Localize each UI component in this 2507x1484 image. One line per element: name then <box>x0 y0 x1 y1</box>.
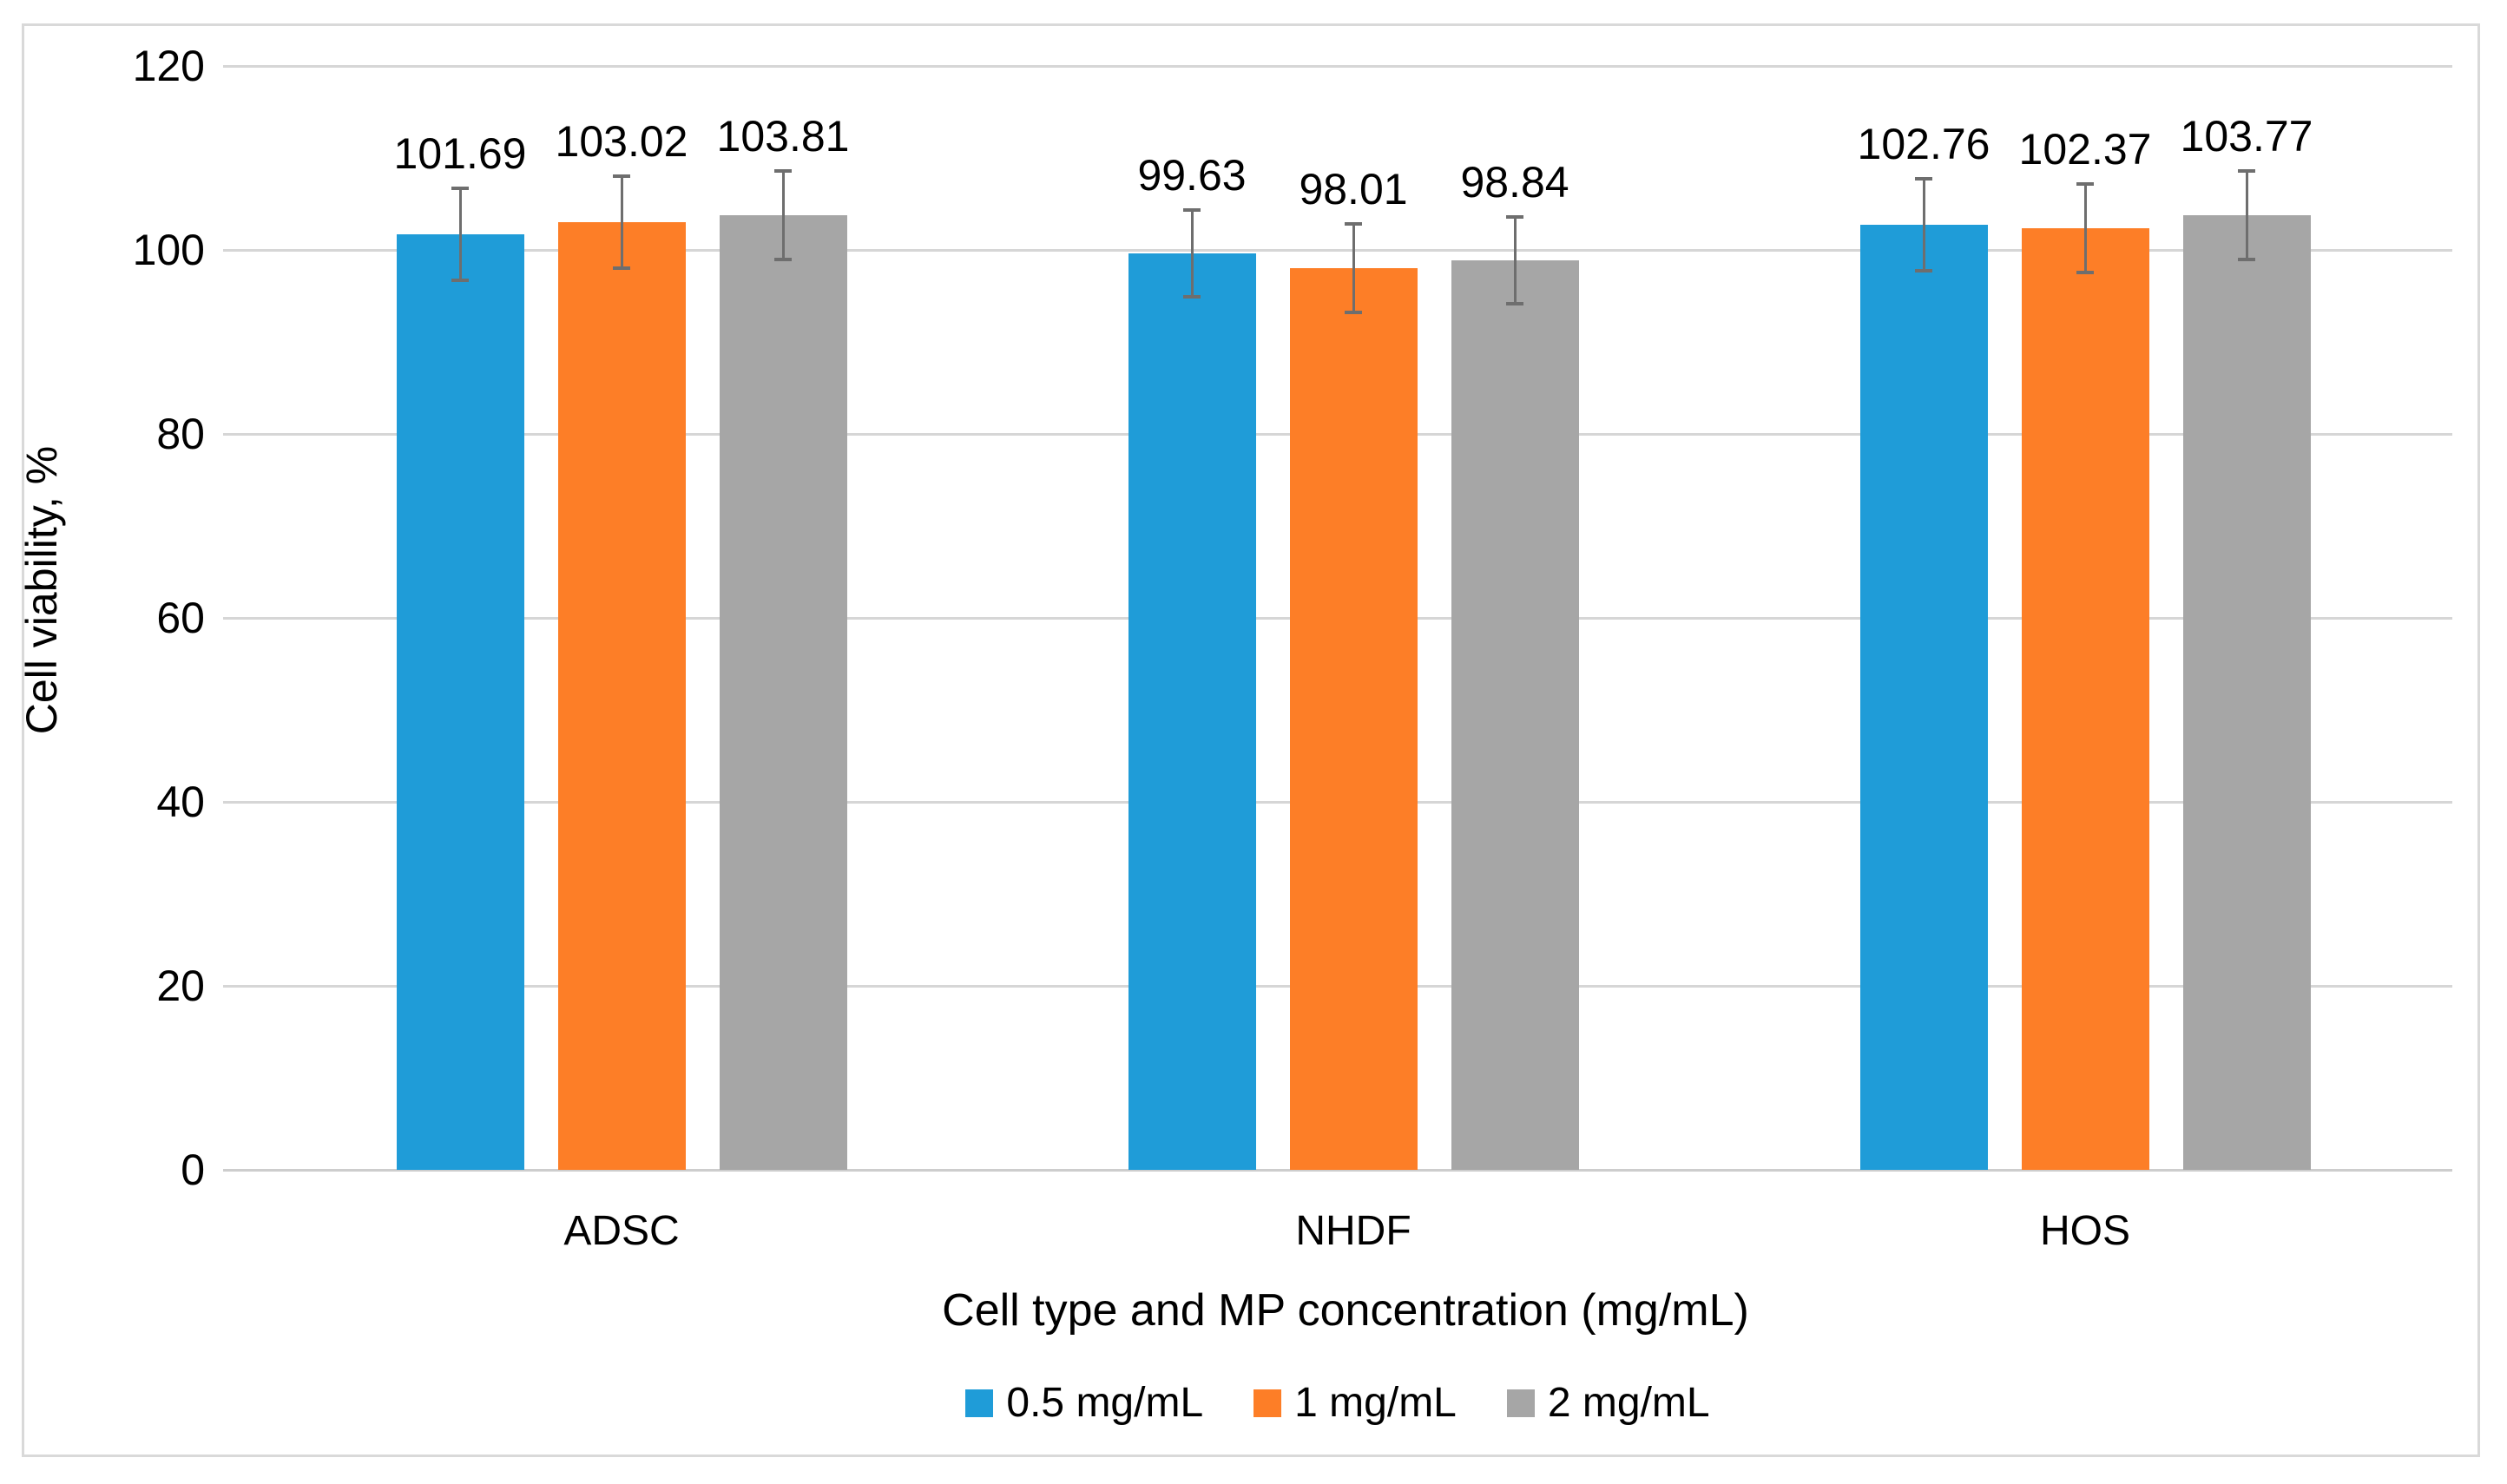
data-label: 98.84 <box>1460 158 1569 207</box>
legend-label: 0.5 mg/mL <box>1006 1380 1204 1426</box>
error-bar-cap <box>1183 207 1201 212</box>
gridline-100 <box>223 248 2452 252</box>
y-tick-label: 20 <box>156 962 205 1010</box>
y-axis-title: Cell viability, % <box>17 445 66 735</box>
x-axis-title: Cell type and MP concentration (mg/mL) <box>942 1285 1749 1336</box>
bar-HOS-2 mg/mL <box>2182 215 2311 1170</box>
legend-item: 0.5 mg/mL <box>965 1382 1203 1425</box>
legend-swatch-icon <box>1254 1389 1282 1417</box>
y-tick-label: 0 <box>181 1146 205 1194</box>
legend: 0.5 mg/mL 1 mg/mL 2 mg/mL <box>223 1382 2452 1425</box>
data-label: 102.76 <box>1857 119 1990 168</box>
error-bar-cap <box>1506 302 1523 306</box>
bar-NHDF-1 mg/mL <box>1289 268 1418 1170</box>
error-bar-cap <box>451 279 469 283</box>
gridline-0 <box>223 1168 2452 1172</box>
data-label: 103.81 <box>716 111 850 161</box>
y-tick-label: 60 <box>156 594 205 642</box>
bar-NHDF-2 mg/mL <box>1451 260 1579 1170</box>
error-bar-cap <box>2238 169 2255 174</box>
error-bar <box>1513 215 1517 306</box>
error-bar-cap <box>613 174 630 178</box>
y-tick-label: 100 <box>132 226 205 274</box>
error-bar <box>1922 176 1925 273</box>
legend-label: 2 mg/mL <box>1547 1380 1710 1426</box>
bar-ADSC-2 mg/mL <box>719 214 847 1170</box>
data-label: 101.69 <box>393 128 527 178</box>
bar-HOS-1 mg/mL <box>2021 227 2149 1170</box>
error-bar <box>781 168 785 261</box>
error-bar <box>2245 169 2248 262</box>
error-bar-cap <box>1345 222 1362 227</box>
y-tick-label: 120 <box>132 42 205 90</box>
error-bar <box>2083 181 2087 274</box>
data-label: 102.37 <box>2018 124 2152 174</box>
legend-swatch-icon <box>965 1389 994 1417</box>
error-bar <box>620 174 623 271</box>
error-bar-cap <box>1506 215 1523 220</box>
y-tick-label: 40 <box>156 778 205 826</box>
error-bar <box>1352 222 1355 315</box>
error-bar-cap <box>451 186 469 190</box>
category-label-NHDF: NHDF <box>1295 1208 1411 1254</box>
bar-ADSC-1 mg/mL <box>557 221 686 1170</box>
error-bar-cap <box>2076 181 2094 186</box>
error-bar-cap <box>2238 258 2255 262</box>
data-label: 103.77 <box>2180 112 2313 161</box>
legend-item: 2 mg/mL <box>1506 1380 1710 1426</box>
data-label: 98.01 <box>1299 165 1408 214</box>
chart-border <box>22 23 2480 1457</box>
error-bar-cap <box>1183 294 1201 299</box>
bar-HOS-0.5 mg/mL <box>1859 224 1988 1170</box>
error-bar-cap <box>1915 176 1932 181</box>
error-bar-cap <box>613 266 630 271</box>
data-label: 103.02 <box>555 116 688 166</box>
error-bar-cap <box>774 168 792 173</box>
legend-item: 1 mg/mL <box>1254 1382 1457 1425</box>
error-bar-cap <box>1345 311 1362 315</box>
error-bar <box>458 186 462 283</box>
category-label-ADSC: ADSC <box>563 1208 680 1254</box>
category-label-HOS: HOS <box>2039 1208 2130 1254</box>
y-tick-label: 80 <box>156 410 205 458</box>
gridline-120 <box>223 64 2452 68</box>
error-bar-cap <box>1915 268 1932 273</box>
legend-label: 1 mg/mL <box>1294 1380 1457 1426</box>
bar-NHDF-0.5 mg/mL <box>1128 253 1256 1170</box>
error-bar-cap <box>774 257 792 261</box>
error-bar <box>1190 207 1194 299</box>
bar-ADSC-0.5 mg/mL <box>396 234 524 1170</box>
data-label: 99.63 <box>1137 150 1247 200</box>
legend-swatch-icon <box>1506 1389 1535 1417</box>
error-bar-cap <box>2076 270 2094 274</box>
